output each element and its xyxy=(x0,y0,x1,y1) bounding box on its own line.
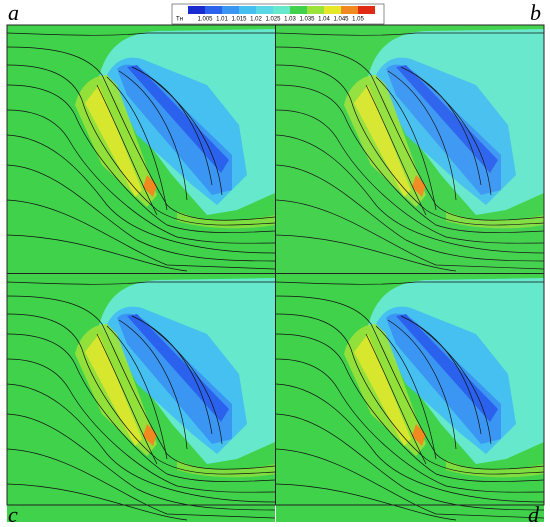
color-swatch xyxy=(273,6,290,14)
colorbar-tick-label: 1.035 xyxy=(299,17,315,23)
panel-d xyxy=(276,274,544,522)
color-swatch xyxy=(222,6,239,14)
color-swatch xyxy=(307,6,324,14)
panel-b xyxy=(276,25,544,273)
color-swatch xyxy=(205,6,222,14)
colorbar-tick-label: 1.02 xyxy=(250,17,262,23)
color-swatch xyxy=(239,6,256,14)
colorbar-tick-label: 1.025 xyxy=(265,17,281,23)
panel-label: c xyxy=(8,502,18,527)
color-swatch xyxy=(324,6,341,14)
colorbar-tick-label: 1.015 xyxy=(231,17,247,23)
color-swatch xyxy=(290,6,307,14)
panel-label: b xyxy=(530,0,541,25)
color-swatch xyxy=(188,6,205,14)
panel-c xyxy=(7,274,275,522)
colorbar-tick-label: 1.04 xyxy=(318,17,330,23)
panel-label: d xyxy=(528,502,540,527)
panel-label: a xyxy=(8,0,19,25)
colorbar-title: Tн xyxy=(176,17,183,23)
colorbar-tick-label: 1.045 xyxy=(333,17,349,23)
colorbar-tick-label: 1.05 xyxy=(352,17,364,23)
color-swatch xyxy=(358,6,375,14)
colorbar-tick-label: 1.03 xyxy=(284,17,296,23)
color-swatch xyxy=(341,6,358,14)
color-swatch xyxy=(256,6,273,14)
colorbar-tick-label: 1.005 xyxy=(197,17,213,23)
panel-a xyxy=(7,25,275,273)
colorbar: Tн 1.005 1.01 1.015 1.02 1.025 1.03 1.035 1.04 1… xyxy=(171,3,385,25)
colorbar-tick-label: 1.01 xyxy=(216,17,228,23)
